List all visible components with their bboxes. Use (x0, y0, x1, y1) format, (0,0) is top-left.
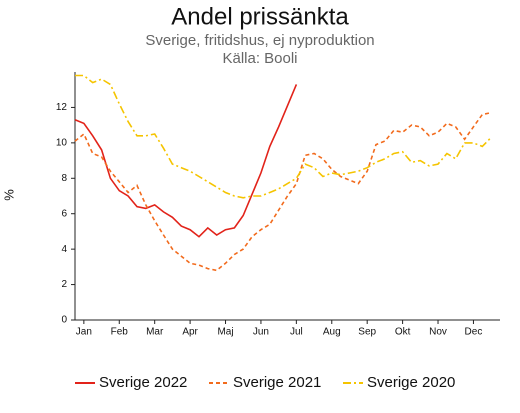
x-tick-label: Dec (465, 327, 483, 338)
series-line (75, 74, 492, 199)
x-tick-label: Maj (217, 327, 233, 338)
x-tick-label: Aug (323, 327, 341, 338)
legend-label: Sverige 2021 (233, 374, 321, 391)
x-tick-label: Okt (395, 327, 411, 338)
chart-title: Andel prissänkta (171, 3, 349, 30)
x-tick-label: Apr (182, 327, 198, 338)
y-tick-label: 12 (56, 102, 68, 113)
series-line (74, 111, 492, 272)
x-tick-label: Jul (290, 327, 303, 338)
legend-label: Sverige 2022 (99, 374, 187, 391)
y-tick-label: 4 (61, 244, 67, 255)
series-line (74, 84, 298, 238)
x-tick-label: Sep (358, 327, 376, 338)
y-tick-label: 2 (61, 279, 67, 290)
chart-subtitle: Sverige, fritidshus, ej nyproduktion (145, 32, 374, 49)
x-tick-label: Jan (76, 327, 92, 338)
x-tick-label: Mar (146, 327, 164, 338)
x-tick-label: Nov (429, 327, 447, 338)
y-tick-label: 6 (61, 208, 67, 219)
y-tick-label: 8 (61, 173, 67, 184)
x-tick-label: Jun (253, 327, 269, 338)
x-tick-label: Feb (111, 327, 129, 338)
y-axis-label: % (1, 189, 16, 201)
y-tick-label: 0 (61, 315, 67, 326)
y-tick-label: 10 (56, 137, 68, 148)
legend-label: Sverige 2020 (367, 374, 455, 391)
chart-source: Källa: Booli (222, 50, 297, 67)
